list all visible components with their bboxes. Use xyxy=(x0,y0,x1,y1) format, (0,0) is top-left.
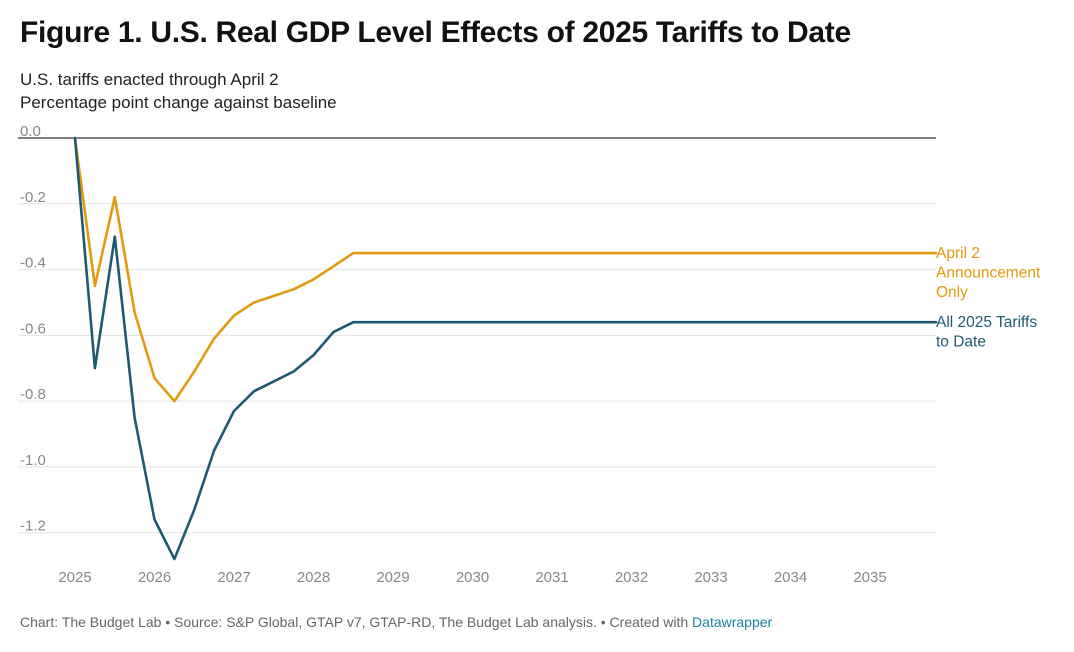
x-tick-label: 2027 xyxy=(217,569,250,586)
y-tick-label: -0.6 xyxy=(20,320,46,337)
y-tick-label: -0.8 xyxy=(20,386,46,403)
y-tick-label: -0.4 xyxy=(20,255,46,272)
x-tick-label: 2026 xyxy=(138,569,171,586)
y-tick-label: -1.0 xyxy=(20,452,46,469)
y-tick-label: 0.0 xyxy=(20,123,41,140)
line-chart: 0.0 -0.2 -0.4 -0.6 -0.8 -1.0 -1.2 2025 2026 2027 2… xyxy=(18,123,1041,586)
x-tick-label: 2030 xyxy=(456,569,489,586)
series-line-april2 xyxy=(73,136,938,403)
series-label-april2: April 2 xyxy=(936,245,980,262)
x-tick-label: 2035 xyxy=(853,569,886,586)
x-tick-label: 2033 xyxy=(694,569,727,586)
chart-title: Figure 1. U.S. Real GDP Level Effects of… xyxy=(20,16,851,49)
y-tick-label: -1.2 xyxy=(20,518,46,535)
series-label-april2: Only xyxy=(936,284,968,301)
x-tick-label: 2025 xyxy=(58,569,91,586)
chart-subtitle: U.S. tariffs enacted through April 2 Per… xyxy=(20,68,337,114)
subtitle-line-1: U.S. tariffs enacted through April 2 xyxy=(20,70,279,89)
x-tick-label: 2034 xyxy=(774,569,807,586)
series-label-all2025: All 2025 Tariffs xyxy=(936,314,1037,331)
x-tick-label: 2031 xyxy=(535,569,568,586)
series-label-all2025: to Date xyxy=(936,334,986,351)
x-tick-label: 2029 xyxy=(376,569,409,586)
footer-source-text: Chart: The Budget Lab • Source: S&P Glob… xyxy=(20,614,689,630)
datawrapper-link[interactable]: Datawrapper xyxy=(692,614,773,630)
x-tick-label: 2028 xyxy=(297,569,330,586)
series-label-april2: Announcement xyxy=(936,265,1041,282)
y-tick-label: -0.2 xyxy=(20,189,46,206)
chart-footer: Chart: The Budget Lab • Source: S&P Glob… xyxy=(20,614,772,630)
subtitle-line-2: Percentage point change against baseline xyxy=(20,93,337,112)
x-tick-label: 2032 xyxy=(615,569,648,586)
series-line-all2025 xyxy=(73,136,938,561)
